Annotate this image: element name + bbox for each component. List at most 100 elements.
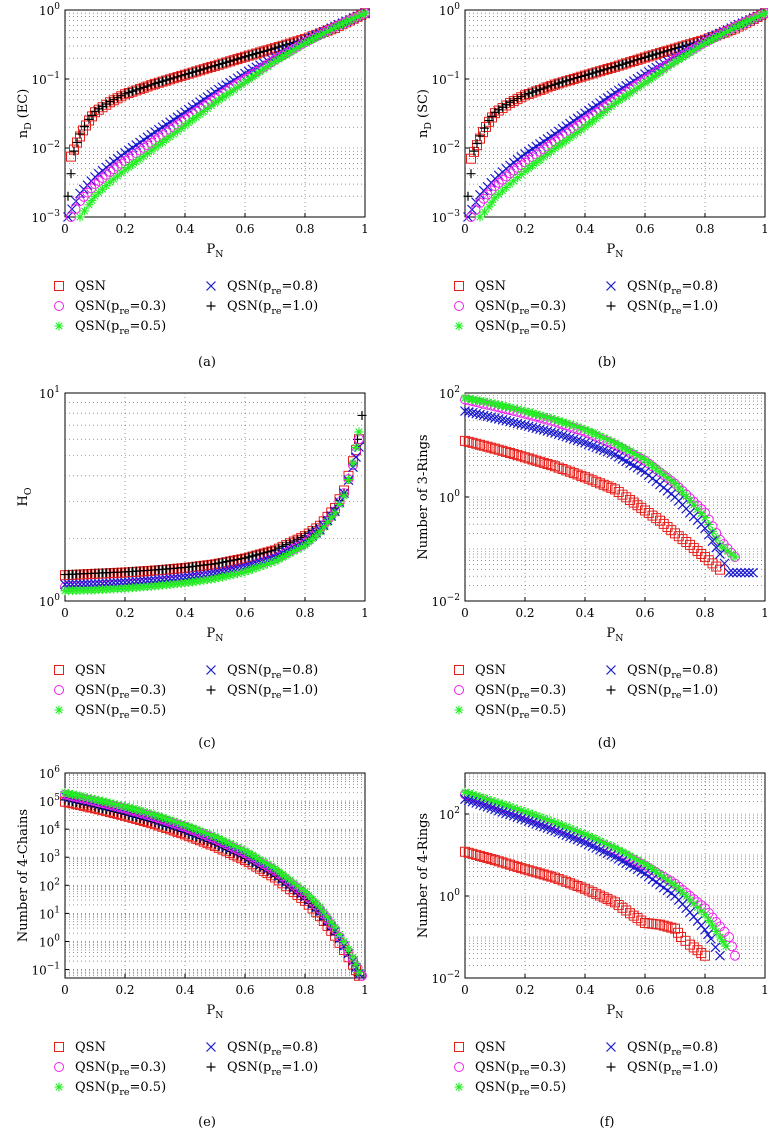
- marker-plus: [475, 131, 485, 141]
- marker-asterisk: [460, 787, 470, 797]
- marker-asterisk: [139, 807, 149, 817]
- marker-asterisk: [573, 826, 582, 836]
- marker-plus: [158, 76, 167, 86]
- marker-asterisk: [471, 791, 481, 801]
- marker-plus: [472, 139, 482, 149]
- marker-asterisk: [734, 21, 744, 31]
- marker-asterisk: [663, 875, 672, 885]
- marker-asterisk: [169, 816, 179, 826]
- marker-plus: [180, 70, 190, 80]
- legend-label-p10: QSN(pre=1.0): [627, 299, 718, 317]
- marker-circle: [108, 164, 119, 175]
- marker-plus: [606, 685, 616, 695]
- marker-square: [557, 875, 568, 886]
- marker-square: [512, 861, 523, 872]
- marker-asterisk: [603, 434, 612, 444]
- legend-label-p05: QSN(pre=0.5): [75, 1080, 166, 1098]
- marker-asterisk: [180, 820, 190, 830]
- marker-asterisk: [300, 887, 310, 897]
- marker-cross: [542, 823, 553, 833]
- marker-asterisk: [565, 133, 575, 143]
- marker-asterisk: [663, 473, 672, 483]
- marker-asterisk: [756, 10, 766, 20]
- marker-cross: [553, 429, 564, 440]
- marker-square: [617, 489, 628, 500]
- legend: QSN QSN(pre=0.3) QSN(pre=0.5) QSN(pre=0.8) Q…: [454, 1040, 718, 1098]
- marker-asterisk: [629, 86, 639, 96]
- marker-asterisk: [535, 812, 545, 822]
- marker-cross: [206, 665, 216, 675]
- marker-cross: [482, 411, 493, 422]
- marker-cross: [527, 817, 538, 828]
- marker-cross: [706, 933, 716, 944]
- marker-asterisk: [528, 161, 537, 171]
- marker-square: [688, 542, 699, 553]
- y-tick-label: 10−1: [31, 962, 60, 978]
- x-tick-label: 0.4: [575, 606, 594, 620]
- marker-plus: [595, 66, 605, 76]
- marker-asterisk: [576, 125, 586, 135]
- marker-square: [463, 436, 474, 447]
- legend-label-p03: QSN(pre=0.3): [75, 683, 166, 701]
- marker-cross: [707, 536, 718, 547]
- marker-asterisk: [244, 848, 254, 858]
- marker-asterisk: [240, 77, 250, 87]
- y-axis-label: nD (SC): [416, 89, 434, 138]
- marker-cross: [463, 406, 474, 417]
- marker-asterisk: [678, 52, 687, 62]
- marker-asterisk: [281, 50, 291, 60]
- marker-asterisk: [685, 48, 695, 58]
- marker-asterisk: [124, 803, 134, 813]
- marker-asterisk: [335, 929, 344, 939]
- marker-asterisk: [670, 479, 680, 489]
- marker-asterisk: [158, 137, 167, 147]
- marker-cross: [700, 924, 710, 935]
- marker-plus: [558, 77, 567, 87]
- marker-asterisk: [330, 508, 340, 518]
- marker-asterisk: [715, 932, 725, 942]
- marker-asterisk: [221, 571, 231, 581]
- marker-plus: [236, 53, 246, 63]
- marker-asterisk: [240, 567, 250, 577]
- marker-cross: [744, 567, 754, 578]
- marker-asterisk: [580, 122, 590, 132]
- marker-asterisk: [640, 455, 650, 465]
- marker-cross: [516, 813, 527, 824]
- marker-asterisk: [259, 64, 269, 74]
- marker-circle: [493, 177, 504, 188]
- marker-asterisk: [206, 101, 216, 111]
- marker-asterisk: [339, 936, 349, 946]
- marker-asterisk: [240, 846, 250, 856]
- x-tick-label: 0.8: [295, 222, 314, 236]
- marker-square: [542, 870, 553, 881]
- marker-cross: [490, 804, 500, 815]
- marker-asterisk: [54, 321, 64, 331]
- marker-plus: [466, 169, 476, 179]
- chart-d: 0 0.2 0.4 0.6 0.8 1 10−2 100 102 PN Number of 3-Ri…: [416, 385, 768, 751]
- marker-asterisk: [524, 407, 534, 417]
- marker-asterisk: [633, 855, 642, 865]
- marker-asterisk: [516, 405, 526, 415]
- marker-asterisk: [614, 845, 624, 855]
- marker-asterisk: [659, 470, 669, 480]
- marker-asterisk: [244, 75, 254, 85]
- y-tick-label: 103: [39, 849, 60, 865]
- marker-plus: [539, 83, 549, 93]
- marker-asterisk: [591, 834, 601, 844]
- marker-square: [696, 947, 707, 958]
- marker-square: [508, 449, 519, 460]
- marker-square: [535, 868, 545, 879]
- marker-plus: [606, 301, 616, 311]
- marker-asterisk: [655, 68, 665, 78]
- caption: (d): [598, 736, 616, 751]
- x-tick-label: 0.2: [515, 983, 534, 997]
- marker-cross: [471, 408, 482, 419]
- y-axis-label: HO: [16, 487, 34, 506]
- marker-plus: [75, 129, 85, 139]
- marker-square: [587, 475, 598, 486]
- caption: (c): [198, 736, 215, 751]
- marker-asterisk: [760, 8, 768, 18]
- marker-asterisk: [248, 850, 257, 860]
- marker-asterisk: [191, 112, 201, 122]
- marker-cross: [508, 810, 519, 821]
